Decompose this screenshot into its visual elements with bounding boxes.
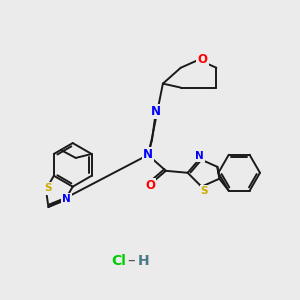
Text: N: N [62,194,71,204]
Text: Cl: Cl [111,254,126,268]
Text: O: O [145,179,155,192]
Text: N: N [151,105,161,118]
Text: N: N [195,151,204,161]
Text: H: H [137,254,149,268]
Text: N: N [143,148,153,161]
Text: S: S [44,184,52,194]
Text: –: – [128,253,135,268]
Text: S: S [201,186,208,196]
Text: O: O [197,53,208,66]
